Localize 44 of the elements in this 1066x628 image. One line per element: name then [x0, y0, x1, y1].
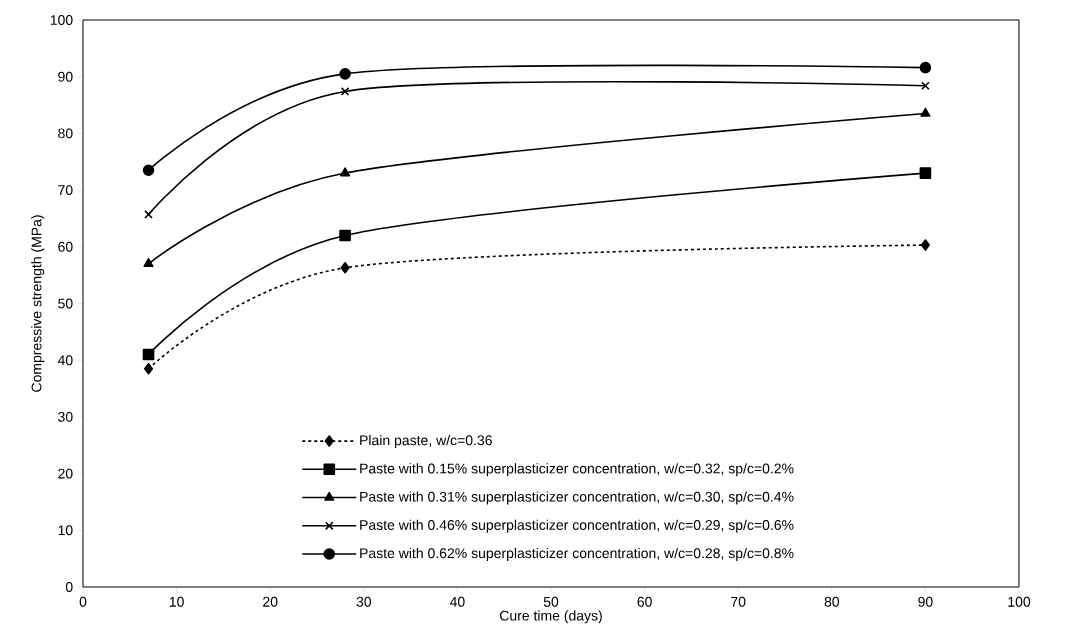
legend-label: Plain paste, w/c=0.36	[360, 434, 492, 449]
point	[919, 167, 932, 179]
point	[339, 229, 351, 242]
y-tick-label: 10	[58, 525, 73, 536]
y-tick-label: 30	[58, 411, 73, 422]
x-tick-label: 0	[79, 596, 87, 607]
point	[142, 164, 155, 177]
y-tick-label: 60	[58, 241, 73, 252]
legend-label: Paste with 0.46% superplasticizer concentration, w/c=0.29, sp/c=0.6%	[360, 519, 794, 533]
y-tick-label: 50	[58, 298, 73, 309]
point	[340, 261, 350, 274]
point	[919, 61, 932, 74]
point	[144, 210, 153, 219]
legend-label: Paste with 0.62% superplasticizer concentration, w/c=0.28, sp/c=0.8%	[360, 547, 794, 561]
x-tick-label: 60	[637, 596, 652, 607]
point	[340, 87, 350, 96]
x-tick-label: 70	[731, 596, 746, 607]
point	[143, 258, 154, 268]
point	[921, 81, 930, 91]
legend-label: Paste with 0.15% superplasticizer concentration, w/c=0.32, sp/c=0.2%	[360, 463, 794, 477]
y-tick-label: 100	[50, 15, 73, 25]
legend-label: Paste with 0.31% superplasticizer concentration, w/c=0.30, sp/c=0.4%	[360, 491, 794, 505]
point	[339, 68, 351, 80]
x-tick-label: 80	[824, 596, 840, 607]
x-tick-label: 90	[918, 596, 933, 607]
x-tick-label: 50	[543, 596, 559, 607]
x-tick-label: 10	[169, 596, 184, 607]
x-tick-label: 20	[263, 596, 278, 607]
y-tick-label: 80	[58, 128, 73, 139]
point	[142, 348, 155, 361]
y-tick-label: 70	[58, 185, 73, 196]
x-tick-label: 40	[449, 596, 465, 607]
point	[143, 362, 154, 375]
y-tick-label: 40	[57, 355, 73, 366]
y-tick-label: 20	[58, 468, 73, 479]
x-tick-label: 30	[356, 596, 372, 607]
point	[339, 167, 351, 177]
y-tick-label: 0	[65, 582, 73, 592]
x-axis-title: Cure time (days)	[499, 610, 602, 624]
point	[920, 107, 931, 117]
x-tick-label: 100	[1008, 596, 1031, 607]
y-tick-label: 90	[58, 71, 73, 82]
y-axis-title: Compressive strength (MPa)	[31, 215, 45, 392]
point	[920, 239, 930, 251]
